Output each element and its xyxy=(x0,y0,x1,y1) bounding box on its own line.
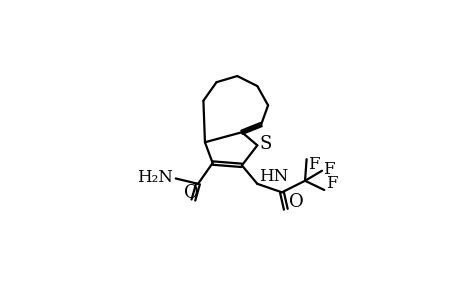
Text: F: F xyxy=(308,156,319,173)
Text: O: O xyxy=(288,193,303,211)
Text: O: O xyxy=(184,184,199,202)
Text: F: F xyxy=(325,175,337,191)
Text: F: F xyxy=(323,161,335,178)
Text: HN: HN xyxy=(258,168,287,185)
Text: S: S xyxy=(259,135,271,153)
Text: H₂N: H₂N xyxy=(137,169,173,186)
